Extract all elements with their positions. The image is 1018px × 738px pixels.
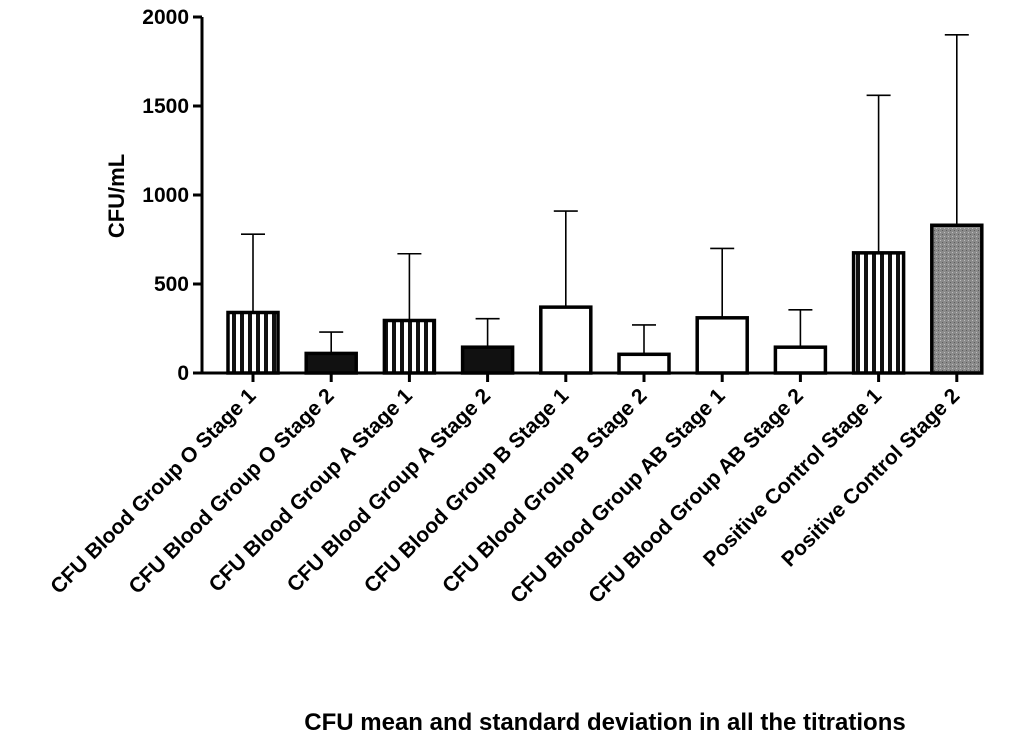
- bar: [695, 316, 749, 375]
- bar: [539, 305, 593, 375]
- bars: [226, 33, 984, 375]
- y-tick-label: 500: [154, 273, 189, 296]
- bar: [460, 345, 515, 375]
- bar: [851, 251, 906, 375]
- y-tick-label: 2000: [142, 6, 189, 29]
- bar: [304, 351, 358, 375]
- bar: [382, 318, 437, 375]
- x-axis-title: CFU mean and standard deviation in all t…: [304, 709, 905, 736]
- bar: [226, 310, 280, 375]
- y-tick-label: 0: [177, 362, 189, 385]
- y-tick-label: 1500: [142, 95, 189, 118]
- y-tick-label: 1000: [142, 184, 189, 207]
- bar: [930, 223, 984, 375]
- bar: [617, 352, 671, 375]
- y-axis: 0 500 1000 1500 2000: [142, 6, 204, 385]
- bar: [773, 345, 828, 375]
- y-axis-title: CFU/mL: [104, 154, 129, 238]
